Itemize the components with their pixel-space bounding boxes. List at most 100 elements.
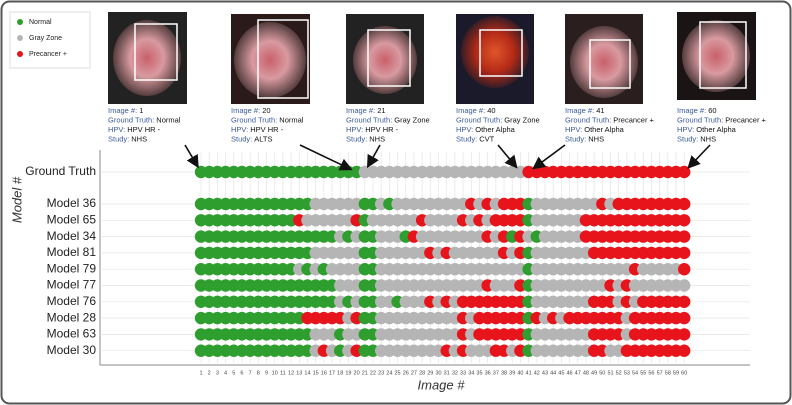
x-tick-label: 51 (607, 370, 613, 376)
dot (678, 246, 691, 260)
info-key: Image #: (346, 106, 375, 115)
thumbnail (346, 14, 424, 104)
x-tick-label: 59 (673, 370, 679, 376)
info-line: Study: CVT (456, 134, 495, 143)
info-value: 20 (262, 106, 270, 115)
info-value: HPV HR - (127, 125, 160, 134)
arrow (366, 144, 381, 169)
x-tick-label: 56 (648, 370, 654, 376)
x-tick-label: 17 (329, 370, 335, 376)
dot (678, 279, 691, 292)
x-tick-label: 46 (566, 370, 572, 376)
x-tick-label: 15 (313, 370, 319, 376)
info-value: Other Alpha (696, 125, 736, 134)
info-key: Ground Truth: (677, 115, 723, 124)
info-line: Study: ALTS (231, 134, 272, 143)
info-key: Image #: (677, 106, 706, 115)
x-axis-label: Image # (418, 377, 466, 392)
info-line: HPV: Other Alpha (456, 125, 516, 134)
x-tick-label: 22 (370, 370, 376, 376)
x-tick-label: 16 (321, 370, 327, 376)
row-label: Model 30 (47, 343, 97, 357)
x-tick-label: 14 (304, 370, 310, 376)
x-tick-label: 19 (345, 370, 351, 376)
info-value: NHS (369, 134, 385, 143)
x-tick-label: 50 (599, 370, 605, 376)
info-value: Precancer + (613, 115, 654, 124)
x-tick-label: 33 (460, 370, 466, 376)
info-key: HPV: (565, 125, 582, 134)
info-key: Image #: (231, 106, 260, 115)
info-value: ALTS (254, 134, 272, 143)
info-line: Image #: 20 (231, 106, 271, 115)
x-tick-label: 7 (249, 370, 252, 376)
x-tick-label: 34 (468, 370, 474, 376)
x-tick-label: 23 (378, 370, 384, 376)
info-line: Ground Truth: Normal (108, 115, 181, 124)
info-line: Ground Truth: Gray Zone (456, 115, 540, 124)
x-tick-label: 28 (419, 370, 425, 376)
x-tick-label: 29 (427, 370, 433, 376)
x-tick-label: 5 (232, 370, 235, 376)
thumbnail (108, 12, 187, 104)
info-value: 21 (377, 106, 385, 115)
x-tick-label: 9 (265, 370, 268, 376)
dot (678, 263, 691, 276)
info-line: Image #: 41 (565, 106, 605, 115)
x-tick-label: 12 (288, 370, 294, 376)
info-line: Image #: 40 (456, 106, 496, 115)
x-tick-label: 24 (386, 370, 392, 376)
info-line: Ground Truth: Normal (231, 115, 304, 124)
row-label: Model 34 (47, 229, 97, 243)
row-label: Model 79 (47, 261, 97, 275)
arrow (299, 144, 353, 171)
dot (678, 328, 691, 341)
info-key: HPV: (346, 125, 363, 134)
info-value: Other Alpha (584, 125, 624, 134)
info-line: HPV: HPV HR - (231, 125, 284, 134)
x-tick-label: 52 (616, 370, 622, 376)
x-tick-label: 8 (257, 370, 260, 376)
info-value: 41 (596, 106, 604, 115)
x-tick-label: 53 (624, 370, 630, 376)
info-key: Ground Truth: (346, 115, 392, 124)
info-value: Normal (279, 115, 304, 124)
dot (678, 344, 691, 357)
info-key: Ground Truth: (231, 115, 277, 124)
arrow (687, 144, 711, 169)
x-tick-label: 45 (558, 370, 564, 376)
info-value: 40 (487, 106, 495, 115)
info-value: HPV HR - (365, 125, 398, 134)
x-tick-label: 55 (640, 370, 646, 376)
x-tick-label: 11 (280, 370, 286, 376)
legend-label: Normal (29, 19, 52, 26)
legend-swatch (17, 19, 23, 25)
x-tick-label: 41 (526, 370, 532, 376)
info-line: HPV: HPV HR - (346, 125, 399, 134)
x-tick-label: 58 (665, 370, 671, 376)
legend-label: Precancer + (29, 51, 67, 58)
x-tick-label: 3 (216, 370, 219, 376)
info-value: Gray Zone (504, 115, 539, 124)
legend-box (9, 11, 91, 69)
thumbnail (231, 14, 310, 104)
y-axis-label: Model # (9, 176, 24, 223)
info-key: HPV: (677, 125, 694, 134)
info-value: NHS (588, 134, 604, 143)
dot (678, 165, 691, 179)
info-value: Other Alpha (475, 125, 515, 134)
info-line: Ground Truth: Precancer + (565, 115, 655, 124)
info-key: Study: (456, 134, 477, 143)
info-key: Image #: (456, 106, 485, 115)
x-tick-label: 30 (435, 370, 441, 376)
x-tick-label: 25 (394, 370, 400, 376)
info-line: Ground Truth: Gray Zone (346, 115, 430, 124)
row-label: Model 76 (47, 294, 97, 308)
info-key: Study: (346, 134, 367, 143)
x-tick-label: 4 (224, 370, 227, 376)
x-tick-label: 20 (354, 370, 360, 376)
info-key: Study: (677, 134, 698, 143)
info-line: Image #: 60 (677, 106, 717, 115)
row-label: Model 65 (47, 212, 97, 226)
legend-swatch (17, 35, 23, 41)
